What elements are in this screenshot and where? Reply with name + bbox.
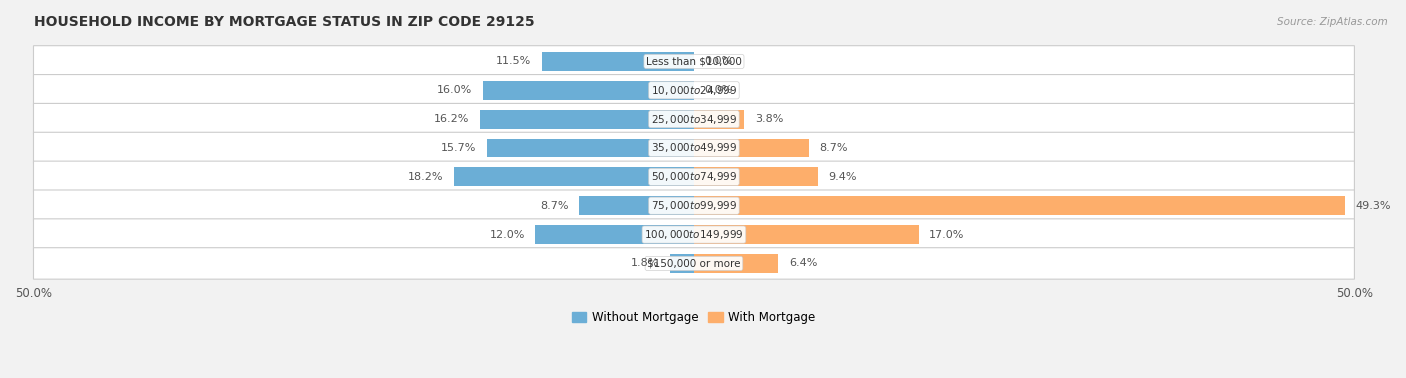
Bar: [543, 52, 695, 71]
Text: Less than $10,000: Less than $10,000: [645, 56, 742, 67]
Text: 16.2%: 16.2%: [434, 114, 470, 124]
FancyBboxPatch shape: [34, 104, 1354, 135]
Text: 49.3%: 49.3%: [1355, 201, 1391, 211]
Bar: [454, 167, 695, 186]
Text: $35,000 to $49,999: $35,000 to $49,999: [651, 141, 737, 155]
Bar: [579, 196, 695, 215]
FancyBboxPatch shape: [34, 190, 1354, 222]
FancyBboxPatch shape: [34, 46, 1354, 77]
FancyBboxPatch shape: [34, 132, 1354, 164]
Text: 6.4%: 6.4%: [789, 259, 817, 268]
Text: 16.0%: 16.0%: [437, 85, 472, 95]
FancyBboxPatch shape: [34, 248, 1354, 279]
FancyBboxPatch shape: [34, 219, 1354, 250]
Text: $10,000 to $24,999: $10,000 to $24,999: [651, 84, 737, 97]
Bar: [536, 225, 695, 244]
Text: HOUSEHOLD INCOME BY MORTGAGE STATUS IN ZIP CODE 29125: HOUSEHOLD INCOME BY MORTGAGE STATUS IN Z…: [34, 15, 534, 29]
Text: $75,000 to $99,999: $75,000 to $99,999: [651, 199, 737, 212]
Text: $50,000 to $74,999: $50,000 to $74,999: [651, 170, 737, 183]
Text: 3.8%: 3.8%: [755, 114, 783, 124]
Text: 9.4%: 9.4%: [828, 172, 858, 182]
Text: 12.0%: 12.0%: [489, 229, 524, 240]
Text: 18.2%: 18.2%: [408, 172, 443, 182]
Bar: [479, 110, 695, 129]
FancyBboxPatch shape: [34, 161, 1354, 192]
Bar: [695, 167, 818, 186]
Text: $150,000 or more: $150,000 or more: [647, 259, 741, 268]
Text: 0.0%: 0.0%: [704, 85, 733, 95]
Legend: Without Mortgage, With Mortgage: Without Mortgage, With Mortgage: [568, 307, 821, 329]
Text: 1.8%: 1.8%: [631, 259, 659, 268]
Text: 8.7%: 8.7%: [540, 201, 568, 211]
Text: 0.0%: 0.0%: [704, 56, 733, 67]
Text: 17.0%: 17.0%: [929, 229, 965, 240]
Text: 15.7%: 15.7%: [440, 143, 477, 153]
Bar: [482, 81, 695, 100]
Text: 8.7%: 8.7%: [820, 143, 848, 153]
Text: 11.5%: 11.5%: [496, 56, 531, 67]
Bar: [695, 196, 1346, 215]
Text: $100,000 to $149,999: $100,000 to $149,999: [644, 228, 744, 241]
Bar: [695, 225, 918, 244]
Bar: [695, 139, 808, 157]
Bar: [695, 254, 779, 273]
Text: $25,000 to $34,999: $25,000 to $34,999: [651, 113, 737, 125]
Bar: [486, 139, 695, 157]
Bar: [671, 254, 695, 273]
FancyBboxPatch shape: [34, 74, 1354, 106]
Bar: [695, 110, 744, 129]
Text: Source: ZipAtlas.com: Source: ZipAtlas.com: [1277, 17, 1388, 27]
